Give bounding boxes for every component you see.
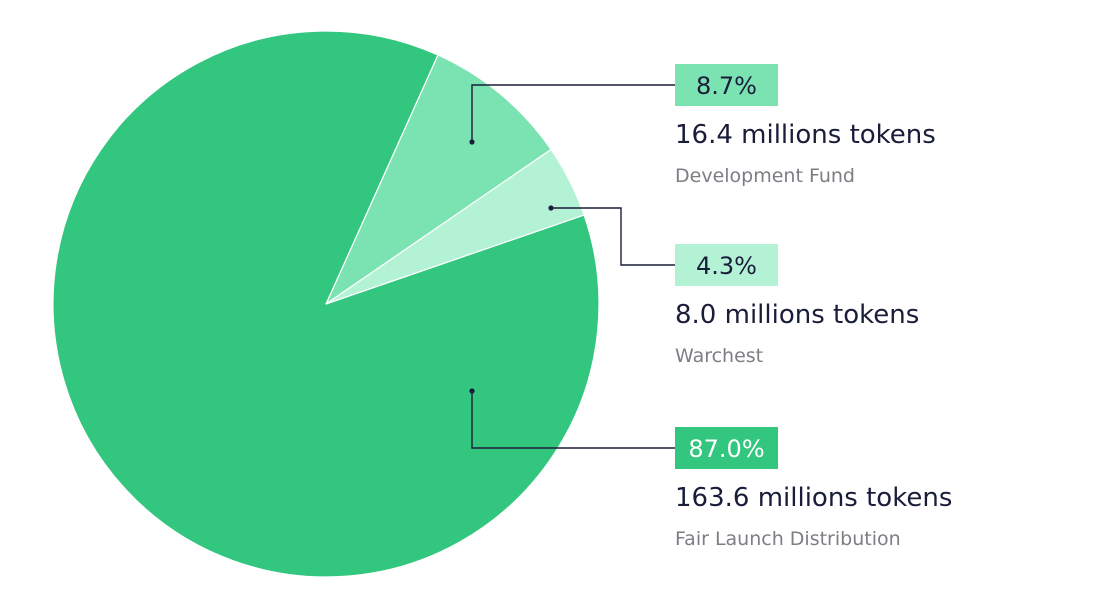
slice-annotation-3: 87.0% 163.6 millions tokens Fair Launch Di… — [469, 388, 952, 550]
pie-slices — [52, 30, 600, 578]
tokens-label: 16.4 millions tokens — [675, 120, 936, 150]
percent-badge — [675, 427, 778, 469]
category-name-label: Warchest — [675, 345, 763, 367]
leader-dot — [548, 205, 554, 211]
slice-annotation-2: 4.3% 8.0 millions tokens Warchest — [548, 205, 919, 367]
percent-label: 4.3% — [696, 252, 757, 280]
leader-dot — [469, 139, 475, 145]
tokens-label: 163.6 millions tokens — [675, 483, 952, 513]
percent-badge — [675, 64, 778, 106]
category-name-label: Development Fund — [675, 165, 855, 187]
pie-slice-3 — [52, 30, 600, 578]
leader-line — [471, 391, 675, 449]
percent-badge — [675, 244, 778, 286]
leader-line — [551, 207, 675, 266]
percent-label: 8.7% — [696, 72, 757, 100]
slice-annotation-1: 8.7% 16.4 millions tokens Development Fund — [469, 64, 936, 187]
tokens-label: 8.0 millions tokens — [675, 300, 919, 330]
percent-label: 87.0% — [688, 435, 764, 463]
leader-dot — [469, 388, 475, 394]
category-name-label: Fair Launch Distribution — [675, 528, 901, 550]
pie-slice-1 — [325, 54, 552, 305]
leader-line — [471, 84, 675, 142]
